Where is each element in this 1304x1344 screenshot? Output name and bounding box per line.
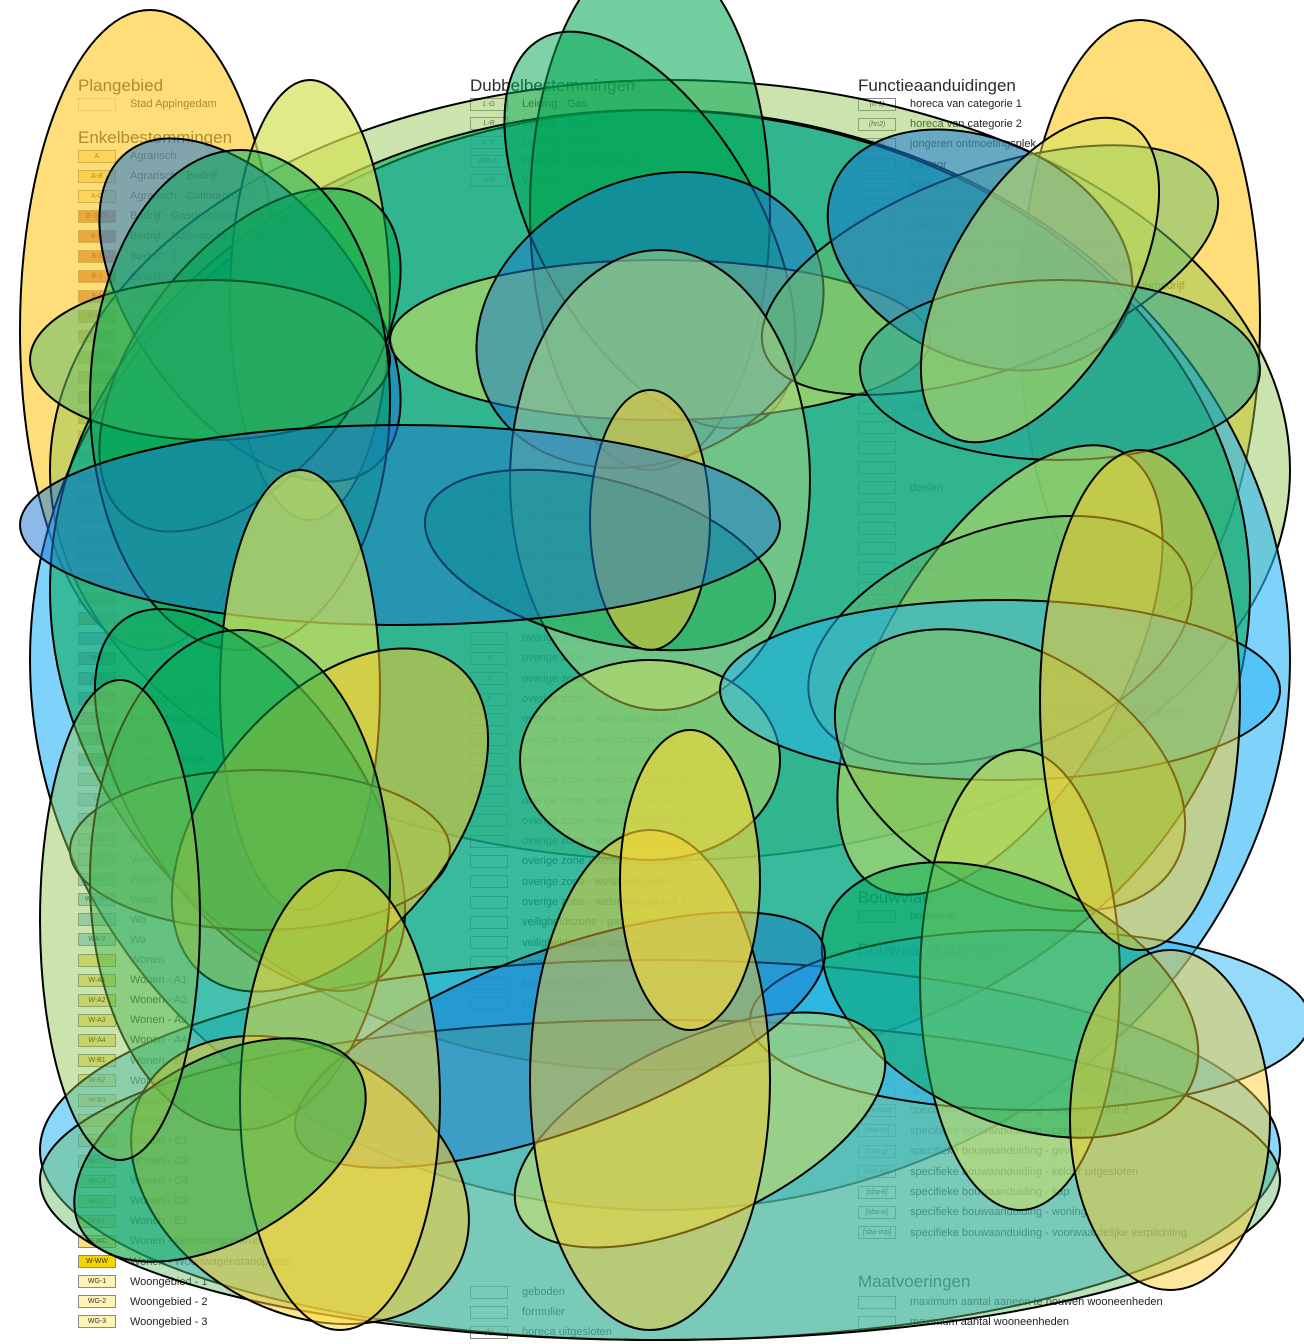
legend-swatch: (hn2) <box>858 117 896 131</box>
overlay-ellipse <box>73 1037 367 1263</box>
legend-swatch: W-A4 <box>78 1033 116 1047</box>
overlay-ellipse <box>513 1011 887 1249</box>
legend-label: Woongebied - 2 <box>130 1295 208 1308</box>
legend-swatch: WG-3 <box>78 1315 116 1329</box>
legend-label: horeca van categorie 2 <box>910 118 1022 131</box>
legend-row: W-A3 Wonen - A3 <box>78 1012 187 1028</box>
overlay-ellipse <box>19 424 781 626</box>
overlay-ellipse <box>39 679 201 1161</box>
legend-swatch: L-G <box>470 97 508 111</box>
legend-swatch: WG-1 <box>78 1275 116 1289</box>
legend-row: WG-2 Woongebied - 2 <box>78 1294 207 1310</box>
section-title-functieaanduidingen: Functieaanduidingen <box>858 76 1016 95</box>
legend-swatch: WA-2 <box>78 933 116 947</box>
overlay-ellipse <box>239 869 441 1331</box>
overlay-ellipse <box>919 116 1161 444</box>
legend-swatch: WG-2 <box>78 1295 116 1309</box>
legend-swatch: W-A1 <box>78 973 116 987</box>
legend-swatch: W-WW <box>78 1255 116 1268</box>
legend-label: Wonen - A3 <box>130 1014 188 1027</box>
overlay-ellipse <box>170 647 490 993</box>
overlay-ellipse <box>1039 449 1241 951</box>
overlay-ellipse <box>619 729 761 1031</box>
legend-row: WG-3 Woongebied - 3 <box>78 1314 207 1330</box>
overlay-ellipse <box>1069 949 1271 1291</box>
legend-label: horeca van categorie 1 <box>910 98 1022 110</box>
legend-row: (hn2) horeca van categorie 2 <box>858 116 1022 132</box>
legend-label: Woongebied - 3 <box>130 1315 208 1328</box>
